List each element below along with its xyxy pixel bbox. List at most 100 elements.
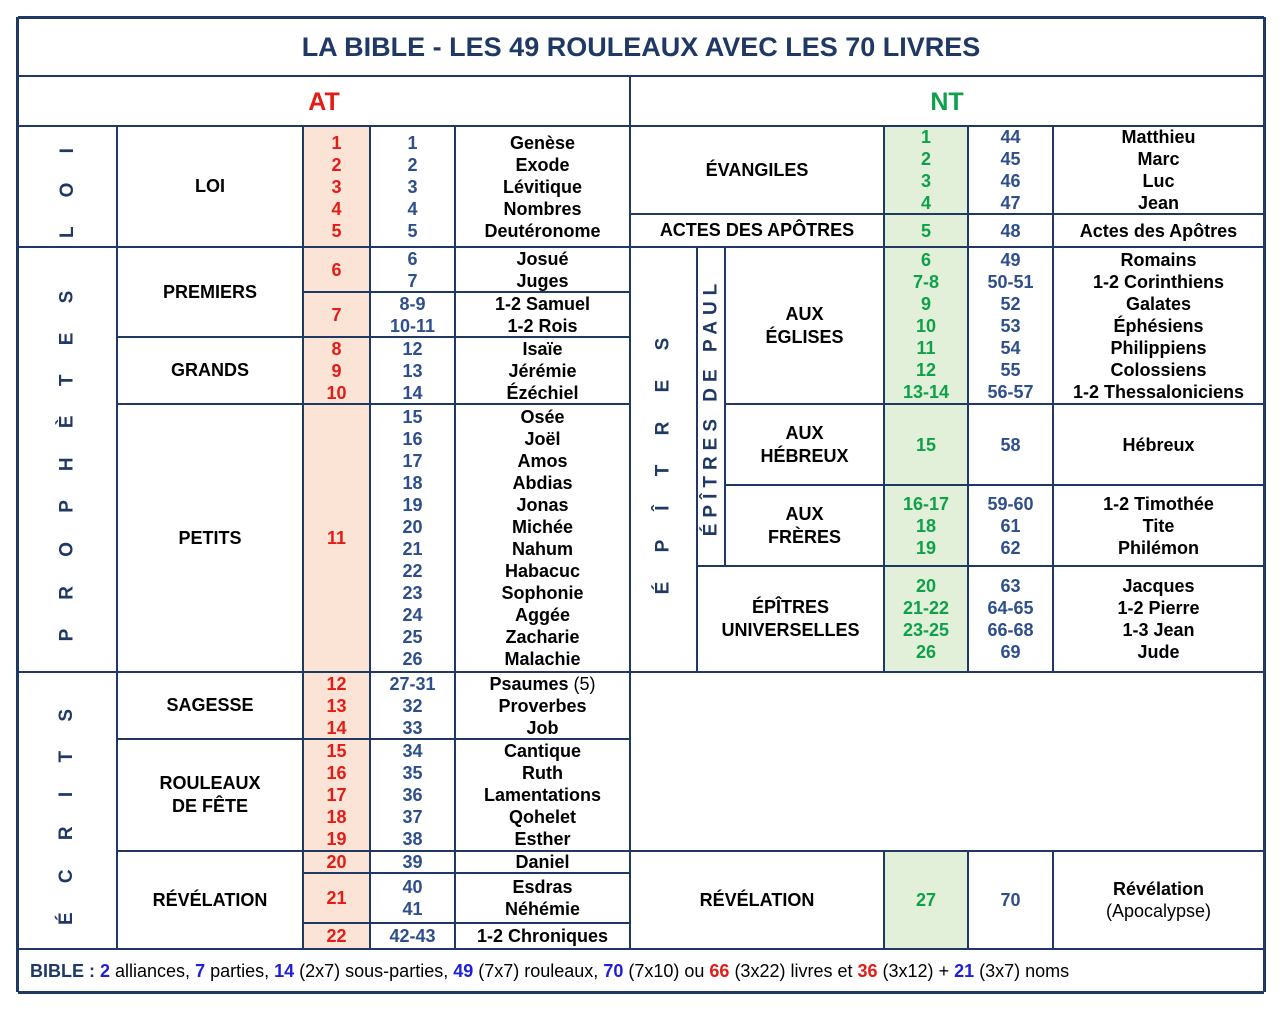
- book-name: Daniel: [515, 852, 570, 872]
- h-rule: [303, 922, 630, 924]
- epitres-vertical-label: É P Î T R E S: [652, 325, 674, 594]
- book-name: Amos: [517, 451, 568, 471]
- scroll-number: 11: [326, 528, 347, 548]
- book-number: 41: [402, 899, 423, 919]
- v-rule: [1052, 126, 1054, 672]
- v-rule: [1262, 17, 1266, 992]
- epitres-de-paul-vertical: ÉPÎTRES DE PAUL: [697, 247, 725, 566]
- v-rule: [724, 247, 726, 566]
- scroll-number-group: 16-17 18 19: [884, 493, 968, 559]
- book-name-group: Josué Juges: [455, 248, 630, 292]
- book-number: 62: [1000, 537, 1021, 558]
- footer-note: (3x22): [729, 961, 786, 981]
- book-number: 48: [1000, 220, 1021, 241]
- group-aux-eglises-line: ÉGLISES: [765, 326, 844, 347]
- scroll-number-group: 6 7-8 9 10 11 12 13-14: [884, 249, 968, 403]
- book-number-group: 12 13 14: [370, 338, 455, 404]
- h-rule: [117, 738, 630, 740]
- group-actes-line: ACTES DES APÔTRES: [659, 220, 855, 240]
- book-number-group: 34 35 36 37 38: [370, 740, 455, 850]
- group-grands-line: GRANDS: [170, 360, 249, 380]
- h-rule: [18, 671, 630, 673]
- psalms-note: (5): [568, 673, 596, 694]
- footer-note: (2x7): [294, 961, 341, 981]
- book-name: Deutéronome: [484, 220, 601, 241]
- book-name: Jude: [1137, 642, 1180, 662]
- group-loi-line: LOI: [195, 176, 225, 196]
- group-petits-line: PETITS: [178, 527, 242, 548]
- section-ecrits: É C R I T S: [18, 672, 117, 949]
- book-name: Nombres: [503, 198, 582, 219]
- book-name: Actes des Apôtres: [1079, 220, 1238, 241]
- footer-number: 49: [453, 961, 474, 981]
- book-name: Osée: [520, 407, 565, 427]
- book-number-group: 40 41: [370, 876, 455, 920]
- h-rule: [725, 403, 1264, 405]
- book-name: Ruth: [522, 763, 563, 783]
- book-number: 7: [407, 270, 418, 291]
- footer-label: BIBLE :: [30, 961, 95, 981]
- h-rule: [18, 948, 1264, 950]
- scroll-number: 13-14: [902, 381, 950, 402]
- book-name: Esther: [514, 829, 571, 849]
- book-name: Révélation: [1112, 879, 1205, 899]
- book-name-group: Psaumes (5) Proverbes Job: [455, 673, 630, 739]
- v-rule: [967, 851, 969, 949]
- scroll-number: 1: [920, 127, 931, 147]
- book-number: 40: [402, 877, 423, 897]
- book-number-group: 8-9 10-11: [370, 293, 455, 337]
- scroll-number: 6: [920, 249, 931, 270]
- book-name: Michée: [511, 517, 574, 537]
- footer-text: livres et: [785, 961, 858, 981]
- group-premiers-line: PREMIERS: [162, 281, 258, 302]
- footer-text: parties,: [205, 961, 275, 981]
- book-number-group: 48: [968, 220, 1053, 242]
- book-number-group: 70: [968, 889, 1053, 911]
- scroll-number: 13: [326, 695, 347, 716]
- footer-number: 2: [95, 961, 111, 981]
- cell-fill: [884, 851, 968, 949]
- book-name: Philippiens: [1110, 337, 1207, 358]
- book-name-group: Hébreux: [1053, 434, 1264, 456]
- h-rule: [303, 872, 630, 874]
- h-rule: [303, 291, 630, 293]
- book-number: 55: [1000, 359, 1021, 380]
- scroll-number-group: 27: [884, 889, 968, 911]
- book-name: Zacharie: [505, 627, 580, 647]
- scroll-number: 3: [920, 171, 931, 191]
- h-rule: [18, 990, 1264, 994]
- book-number: 24: [402, 605, 423, 625]
- book-number: 17: [402, 451, 423, 471]
- scroll-number: 7: [331, 304, 342, 325]
- v-rule: [454, 126, 456, 949]
- group-rouleaux-de-f-te: ROULEAUX DE FÊTE: [117, 772, 303, 818]
- scroll-number: 18: [326, 807, 347, 827]
- scroll-number: 10: [326, 382, 347, 403]
- book-name: Sophonie: [501, 583, 584, 603]
- scroll-number-group: 12 13 14: [303, 673, 370, 739]
- group-loi: LOI: [117, 175, 303, 198]
- v-rule: [883, 851, 885, 949]
- book-number: 2: [407, 154, 418, 175]
- book-number: 19: [402, 495, 423, 515]
- book-name-group: Actes des Apôtres: [1053, 220, 1264, 242]
- scroll-number: 22: [326, 926, 347, 946]
- v-rule: [116, 126, 118, 949]
- book-name: Néhémie: [504, 899, 581, 919]
- scroll-number: 19: [326, 829, 347, 849]
- book-number: 38: [402, 829, 423, 849]
- book-name: Galates: [1125, 293, 1192, 314]
- scroll-number: 8: [331, 338, 342, 359]
- book-number: 22: [402, 561, 423, 581]
- v-rule: [629, 76, 631, 949]
- scroll-number: 1: [331, 132, 342, 153]
- book-name: Lamentations: [483, 785, 602, 805]
- book-name-group: Romains 1-2 Corinthiens Galates Éphésiens Ph…: [1053, 249, 1264, 403]
- book-number: 34: [402, 741, 423, 761]
- group-sagesse-line: SAGESSE: [166, 695, 254, 715]
- scroll-number: 20: [915, 576, 937, 596]
- v-rule: [369, 126, 371, 949]
- book-name: Juges: [516, 270, 569, 291]
